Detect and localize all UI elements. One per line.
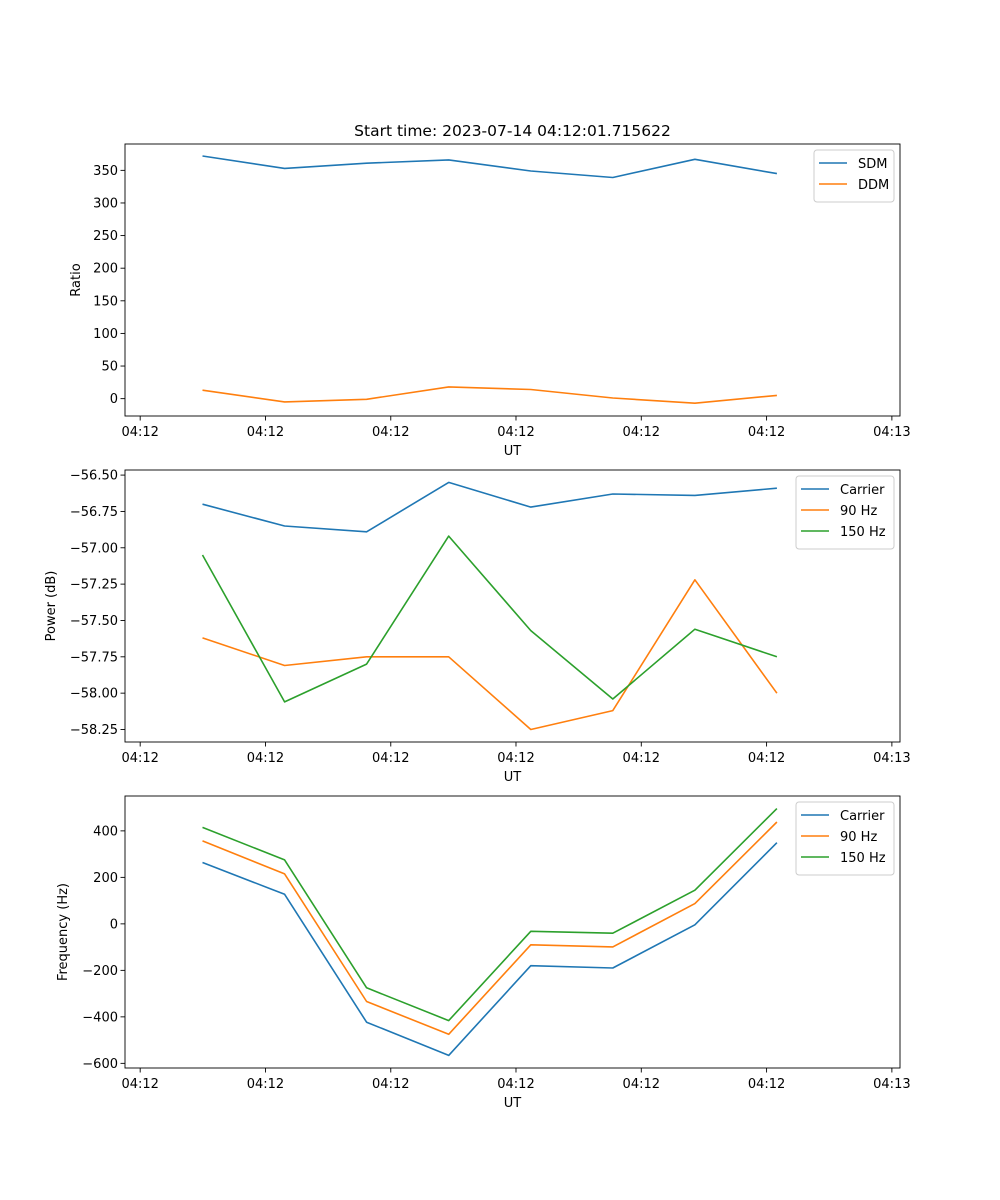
y-tick-label: −57.75	[70, 650, 118, 665]
x-axis-label: UT	[504, 1096, 522, 1111]
x-tick-label: 04:13	[873, 425, 910, 440]
axes-frame	[124, 143, 901, 417]
x-tick-label: 04:12	[748, 1077, 785, 1092]
y-tick-label: 100	[93, 327, 118, 342]
y-tick-label: −56.75	[70, 505, 118, 520]
legend: Carrier 90 Hz 150 Hz	[795, 801, 895, 876]
y-tick-label: 250	[93, 229, 118, 244]
x-tick-label: 04:12	[623, 751, 660, 766]
y-axis-label: Power (dB)	[44, 571, 59, 642]
x-tick-label: 04:12	[121, 425, 158, 440]
y-tick-label: 0	[110, 917, 118, 932]
series-line-90-hz	[202, 578, 778, 731]
y-tick-label: −400	[82, 1010, 118, 1025]
x-tick-label: 04:12	[247, 1077, 284, 1092]
y-tick-label: 0	[110, 392, 118, 407]
y-tick-label: 200	[93, 262, 118, 277]
y-tick-label: −57.50	[70, 614, 118, 629]
x-tick-label: 04:13	[873, 751, 910, 766]
series-line-150-hz	[201, 535, 778, 703]
y-tick-label: −56.50	[70, 469, 118, 484]
legend-label: 150 Hz	[840, 525, 886, 540]
legend-label: 150 Hz	[840, 851, 886, 866]
x-tick-label: 04:12	[497, 751, 534, 766]
panel-power: 04:12 04:12 04:12 04:12 04:12 04:12 04:13 −58.2…	[44, 469, 911, 785]
y-tick-label: −58.25	[70, 723, 118, 738]
x-tick-label: 04:12	[372, 1077, 409, 1092]
legend-label: DDM	[858, 178, 889, 193]
y-tick-label: 200	[93, 871, 118, 886]
y-tick-label: 300	[93, 196, 118, 211]
legend: Carrier 90 Hz 150 Hz	[795, 475, 895, 550]
y-tick-label: 150	[93, 294, 118, 309]
x-tick-label: 04:12	[121, 751, 158, 766]
x-tick-label: 04:12	[247, 425, 284, 440]
x-tick-label: 04:12	[497, 425, 534, 440]
legend-label: 90 Hz	[840, 504, 877, 519]
x-axis-label: UT	[504, 770, 522, 785]
legend-label: Carrier	[840, 809, 885, 824]
legend-label: 90 Hz	[840, 830, 877, 845]
legend: SDM DDM	[813, 149, 895, 203]
x-tick-label: 04:12	[623, 425, 660, 440]
y-tick-label: −57.25	[70, 578, 118, 593]
series-line-150-hz	[202, 808, 778, 1022]
x-tick-label: 04:12	[497, 1077, 534, 1092]
series-line-carrier	[202, 842, 778, 1057]
series-line-ddm	[202, 386, 777, 405]
y-tick-label: 350	[93, 164, 118, 179]
series-line-carrier	[202, 481, 777, 533]
x-tick-label: 04:12	[748, 751, 785, 766]
legend-label: Carrier	[840, 483, 885, 498]
panel-frequency: 04:12 04:12 04:12 04:12 04:12 04:12 04:13 −600 −…	[56, 795, 911, 1111]
y-tick-label: −200	[82, 964, 118, 979]
x-tick-label: 04:12	[748, 425, 785, 440]
axes-frame	[124, 795, 901, 1069]
x-tick-label: 04:12	[372, 751, 409, 766]
y-tick-label: −57.00	[70, 541, 118, 556]
y-tick-label: −58.00	[70, 687, 118, 702]
panel-ratio: 04:12 04:12 04:12 04:12 04:12 04:12 04:13 0 50 10…	[69, 143, 911, 459]
x-axis-label: UT	[504, 444, 522, 459]
x-tick-label: 04:12	[121, 1077, 158, 1092]
y-axis-label: Ratio	[69, 263, 84, 296]
y-tick-label: 50	[101, 360, 118, 375]
figure-title: Start time: 2023-07-14 04:12:01.715622	[354, 122, 671, 140]
series-line-90-hz	[202, 821, 778, 1036]
series-line-sdm	[202, 155, 778, 179]
y-tick-label: 400	[93, 824, 118, 839]
x-tick-label: 04:12	[623, 1077, 660, 1092]
y-axis-label: Frequency (Hz)	[56, 883, 71, 981]
axes-frame	[124, 469, 901, 743]
x-tick-label: 04:12	[247, 751, 284, 766]
legend-label: SDM	[858, 157, 887, 172]
x-tick-label: 04:13	[873, 1077, 910, 1092]
y-tick-label: −600	[82, 1057, 118, 1072]
x-tick-label: 04:12	[372, 425, 409, 440]
